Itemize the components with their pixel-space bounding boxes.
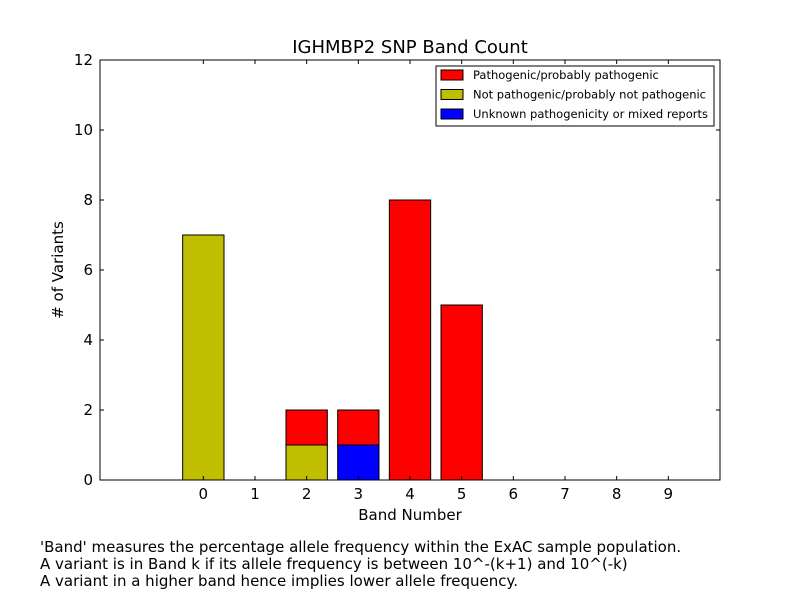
y-tick-label: 12 — [74, 51, 93, 69]
legend-label: Pathogenic/probably pathogenic — [473, 68, 659, 82]
x-tick-label: 8 — [612, 485, 622, 503]
x-axis-label: Band Number — [358, 506, 462, 524]
x-tick-label: 2 — [302, 485, 312, 503]
bars-layer — [182, 199, 483, 481]
bar-4-series-2 — [388, 199, 432, 481]
x-tick-label: 5 — [457, 485, 467, 503]
caption: 'Band' measures the percentage allele fr… — [40, 539, 790, 590]
y-tick-label: 10 — [74, 121, 93, 139]
x-tick-label: 6 — [509, 485, 519, 503]
caption-line-1: 'Band' measures the percentage allele fr… — [40, 538, 682, 556]
y-tick-label: 4 — [83, 331, 93, 349]
bar-2-series-2 — [285, 409, 328, 446]
x-tick-label: 0 — [199, 485, 209, 503]
y-tick-label: 8 — [83, 191, 93, 209]
legend-box — [435, 65, 715, 127]
y-tick-label: 0 — [83, 471, 93, 489]
legend-label: Not pathogenic/probably not pathogenic — [473, 88, 706, 102]
y-axis-label: # of Variants — [49, 221, 67, 319]
bar-0-series-0 — [182, 234, 225, 481]
x-tick-label: 9 — [664, 485, 674, 503]
legend-swatch — [440, 69, 464, 81]
y-tick-label: 2 — [83, 401, 93, 419]
y-tick-label: 6 — [83, 261, 93, 279]
bar-5-series-2 — [440, 304, 483, 481]
legend-swatch — [440, 108, 464, 120]
chart-title: IGHMBP2 SNP Band Count — [292, 37, 528, 58]
bar-3-series-1 — [337, 444, 380, 481]
x-tick-label: 7 — [560, 485, 570, 503]
x-tick-label: 1 — [250, 485, 260, 503]
bar-3-series-2 — [337, 409, 380, 446]
legend-swatch — [440, 89, 464, 100]
legend: Pathogenic/probably pathogenic Not pathog… — [435, 65, 715, 127]
caption-line-3: A variant in a higher band hence implies… — [40, 572, 519, 590]
x-tick-label: 3 — [354, 485, 364, 503]
caption-line-2: A variant is in Band k if its allele fre… — [40, 555, 628, 573]
x-tick-label: 4 — [405, 485, 415, 503]
bar-2-series-0 — [285, 444, 328, 481]
legend-label: Unknown pathogenicity or mixed reports — [473, 107, 708, 121]
